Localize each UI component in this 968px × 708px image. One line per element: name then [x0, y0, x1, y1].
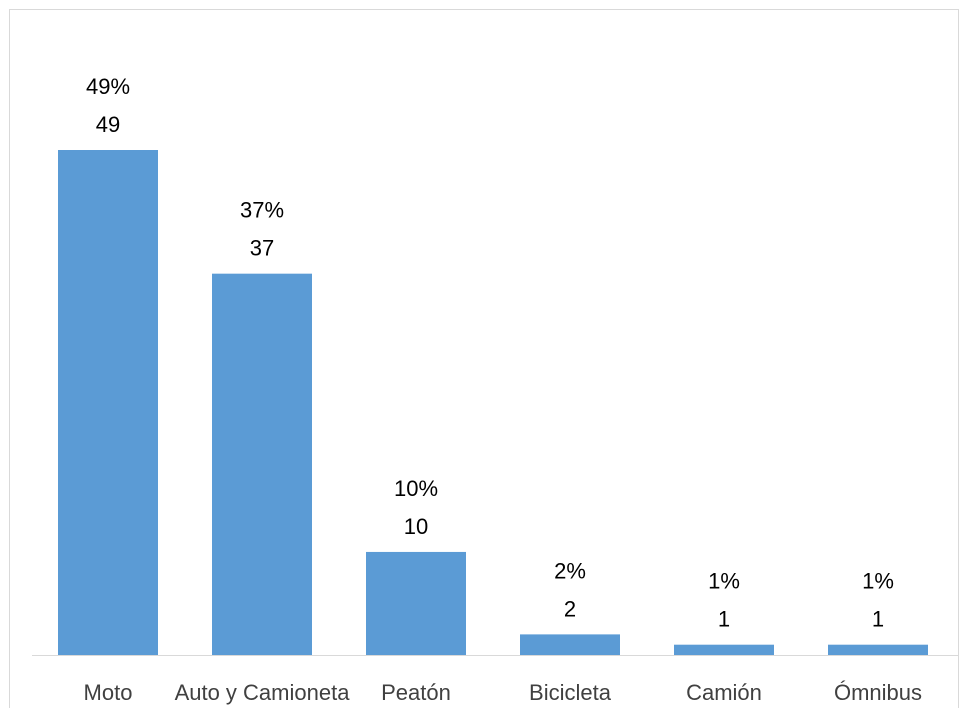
- category-label-moto: Moto: [84, 680, 133, 705]
- value-label-auto-y-camioneta: 37: [250, 236, 274, 261]
- percent-label-omnibus: 1%: [862, 569, 894, 594]
- value-label-moto: 49: [96, 112, 120, 137]
- bar-bicicleta: [520, 634, 620, 655]
- percent-label-moto: 49%: [86, 74, 130, 99]
- value-label-peaton: 10: [404, 514, 428, 539]
- category-label-camion: Camión: [686, 680, 762, 705]
- percent-label-auto-y-camioneta: 37%: [240, 198, 284, 223]
- percent-label-peaton: 10%: [394, 476, 438, 501]
- bar-auto-y-camioneta: [212, 273, 312, 655]
- category-labels-layer: Moto Auto y Camioneta Peatón Bicicleta Camió…: [84, 680, 922, 705]
- bar-omnibus: [828, 644, 928, 655]
- value-label-camion: 1: [718, 607, 730, 632]
- category-label-auto-y-camioneta: Auto y Camioneta: [175, 680, 351, 705]
- chart-frame: [9, 9, 959, 708]
- category-label-omnibus: Ómnibus: [834, 680, 922, 705]
- value-label-bicicleta: 2: [564, 596, 576, 621]
- data-labels-layer: 49% 49 37% 37 10% 10 2% 2 1% 1 1% 1: [86, 74, 894, 632]
- category-label-bicicleta: Bicicleta: [529, 680, 612, 705]
- bar-peaton: [366, 551, 466, 655]
- bar-camion: [674, 644, 774, 655]
- category-label-peaton: Peatón: [381, 680, 451, 705]
- percent-label-camion: 1%: [708, 569, 740, 594]
- bars-layer: [58, 150, 928, 655]
- percent-label-bicicleta: 2%: [554, 558, 586, 583]
- value-label-omnibus: 1: [872, 607, 884, 632]
- bar-moto: [58, 150, 158, 655]
